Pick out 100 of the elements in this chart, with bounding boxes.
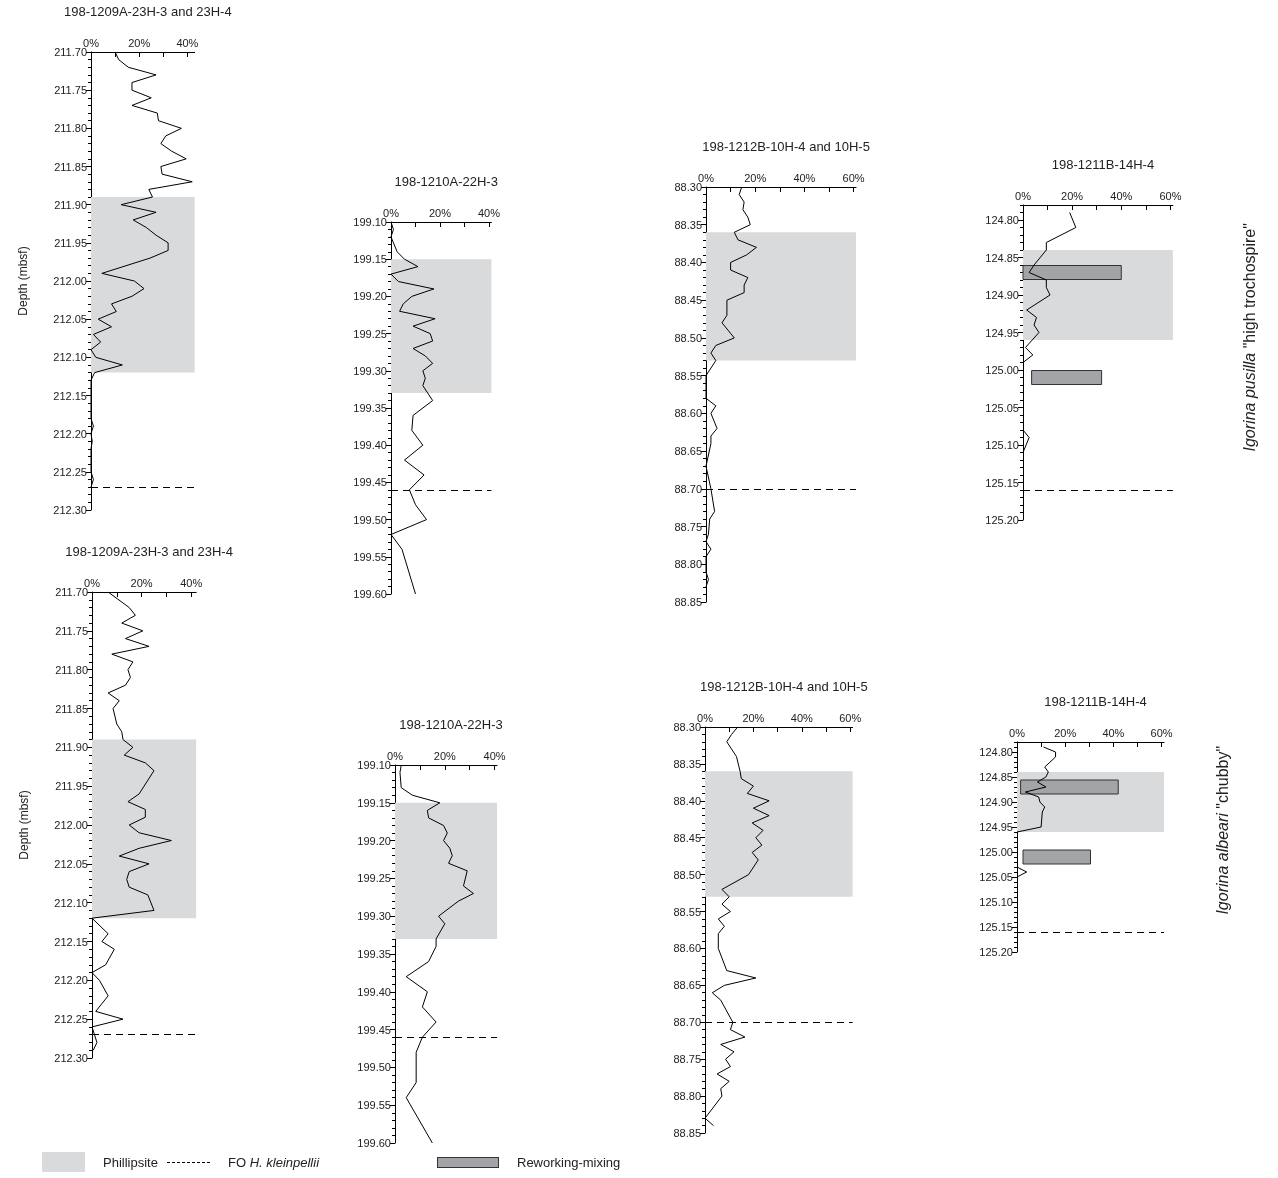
y-tick-label: 88.65 [674,445,702,458]
y-tick-label: 88.35 [674,218,702,231]
y-tick-label: 199.15 [357,796,391,809]
y-tick-label: 199.30 [353,364,387,377]
x-tick-label: 0% [1015,189,1032,202]
y-tick-label: 88.35 [673,757,701,770]
y-tick-label: 125.10 [979,896,1013,908]
y-tick-label: 212.05 [54,857,88,870]
legend-label: Reworking-mixing [517,1154,621,1170]
y-tick-label: 199.45 [353,476,387,489]
y-tick-label: 211.90 [54,198,87,211]
y-tick-label: 212.00 [54,819,88,831]
y-tick-label: 199.50 [353,513,387,526]
y-tick-label: 125.15 [979,921,1013,933]
y-tick-label: 212.05 [53,313,87,326]
y-tick-label: 212.10 [54,896,88,909]
y-tick-label: 88.40 [673,794,701,807]
y-tick-label: 211.70 [54,46,87,58]
legend-label: FO H. kleinpellii [228,1154,320,1170]
y-tick-label: 125.20 [979,946,1013,958]
y-tick-label: 124.85 [979,771,1013,783]
legend-label: Phillipsite [103,1154,158,1170]
x-tick-label: 20% [428,206,452,219]
y-tick-label: 124.80 [985,214,1019,226]
chart-title: 198-1209A-23H-3 and 23H-4 [63,4,232,19]
x-tick-label: 60% [1150,726,1173,739]
x-tick-label: 0% [698,171,715,184]
chart-title: 198-1211B-14H-4 [1044,694,1147,709]
y-tick-label: 125.20 [985,514,1019,526]
x-tick-label: 40% [790,711,814,724]
y-tick-label: 212.15 [54,935,88,948]
y-tick-label: 88.70 [674,482,702,495]
y-tick-label: 88.70 [673,1016,701,1029]
y-tick-label: 211.85 [54,160,87,173]
y-tick-label: 88.55 [673,905,701,918]
y-tick-label: 211.90 [55,741,88,754]
y-tick-label: 88.30 [673,721,701,733]
y-tick-label: 125.05 [985,401,1019,414]
y-tick-label: 88.60 [673,942,701,955]
y-tick-label: 125.00 [985,364,1019,376]
y-tick-label: 211.70 [55,586,88,598]
chart-title: 198-1212B-10H-4 and 10H-5 [699,679,868,694]
y-tick-label: 199.15 [353,253,387,266]
y-tick-label: 124.85 [985,251,1019,264]
y-tick-label: 88.75 [674,520,702,533]
x-tick-label: 60% [839,711,862,724]
y-tick-label: 211.95 [55,780,88,793]
x-tick-label: 20% [742,711,765,724]
y-tick-label: 211.95 [54,236,87,249]
x-tick-label: 0% [383,206,400,219]
y-tick-label: 88.85 [673,1127,701,1139]
y-tick-label: 199.25 [357,872,391,885]
y-tick-label: 125.05 [979,871,1013,883]
y-tick-label: 212.20 [53,427,87,440]
y-tick-label: 212.25 [53,465,87,478]
y-tick-label: 212.25 [54,1013,88,1026]
x-tick-label: 0% [84,576,101,589]
x-tick-label: 0% [83,36,100,49]
text: Igorina pusilla "high trochospire" [1241,223,1259,452]
x-tick-label: 20% [128,36,151,49]
y-tick-label: 212.10 [53,351,87,364]
y-tick-label: 88.75 [673,1053,701,1066]
y-tick-label: 88.45 [674,294,702,307]
y-tick-label: 199.30 [357,910,391,923]
y-tick-label: 212.30 [53,504,87,516]
x-tick-label: 40% [793,171,816,184]
y-tick-label: 88.45 [673,831,701,844]
y-tick-label: 125.15 [985,476,1019,489]
y-tick-label: 199.45 [357,1023,391,1036]
y-tick-label: 88.65 [673,979,701,992]
y-tick-label: 212.15 [53,389,87,402]
x-tick-label: 0% [697,711,714,724]
y-tick-label: 211.80 [55,663,88,676]
x-tick-label: 40% [1110,189,1133,202]
chart-title: 198-1209A-23H-3 and 23H-4 [65,544,233,559]
y-tick-label: 88.50 [673,868,701,881]
y-tick-label: 199.50 [357,1061,391,1074]
x-tick-label: 20% [744,171,767,184]
y-tick-label: 199.20 [357,834,391,847]
y-tick-label: 199.35 [357,948,391,960]
x-tick-label: 20% [1061,189,1084,202]
y-tick-label: 211.75 [54,84,87,97]
y-tick-label: 211.80 [54,122,87,135]
y-tick-label: 124.80 [979,746,1013,758]
x-tick-label: 60% [842,171,865,184]
y-tick-label: 88.55 [674,369,702,382]
x-tick-label: 40% [180,576,203,589]
y-tick-label: 124.90 [979,796,1013,808]
y-axis-title: Depth (mbsf) [17,790,31,860]
y-tick-label: 199.40 [357,985,391,998]
y-tick-label: 212.20 [54,974,88,987]
y-tick-label: 212.30 [54,1052,88,1064]
x-tick-label: 20% [433,749,457,762]
text: Igorina albeari "chubby" [1213,745,1231,915]
x-tick-label: 0% [1009,726,1026,739]
y-tick-label: 199.55 [353,550,387,563]
y-tick-label: 199.60 [357,1137,391,1149]
y-tick-label: 124.90 [985,289,1019,301]
y-tick-label: 88.50 [674,331,702,344]
chart-title: 198-1210A-22H-3 [399,717,503,732]
